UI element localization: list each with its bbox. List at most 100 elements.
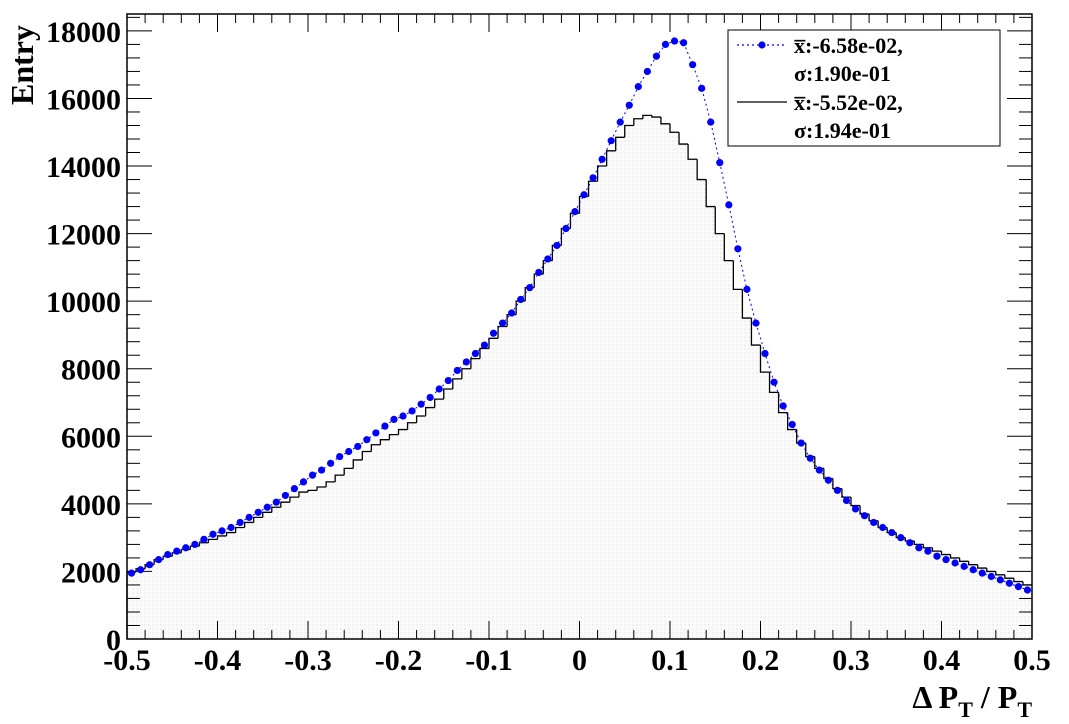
series-1-point <box>299 478 308 486</box>
series-1-point <box>553 241 561 250</box>
series-2-bin <box>479 347 489 359</box>
series-1-point <box>589 174 597 182</box>
series-1-point <box>164 550 172 559</box>
series-2-bin <box>687 144 698 160</box>
series-1-point <box>679 39 688 47</box>
x-axis-title-sub: T <box>958 697 973 722</box>
series-1-point <box>173 547 181 555</box>
series-2-bin <box>714 206 725 235</box>
series-1-point <box>336 452 344 461</box>
series-1-point <box>544 255 552 263</box>
series-1-point <box>788 420 796 429</box>
series-2-bin <box>615 136 625 151</box>
series-2-bin <box>669 123 680 133</box>
series-1-point <box>1014 583 1023 591</box>
series-1-point <box>969 566 977 574</box>
series-1-point <box>471 349 480 358</box>
legend-label-series-1-sigma: σ:1.90e-01 <box>794 61 891 86</box>
series-1-point <box>625 101 633 109</box>
series-1-point <box>951 559 959 567</box>
series-1-point <box>381 422 389 430</box>
series-1-point <box>806 454 814 462</box>
series-2-bin <box>977 564 987 569</box>
series-1-point <box>670 37 679 45</box>
series-2-bin <box>497 325 508 339</box>
series-2-bin <box>198 542 209 547</box>
series-1-point <box>906 539 914 547</box>
series-1-point <box>571 208 579 216</box>
series-1-point <box>417 400 425 408</box>
series-2-bin <box>777 392 788 414</box>
series-1-point <box>1005 579 1013 587</box>
series-1-point <box>218 527 226 535</box>
y-tick-label: 0 <box>106 624 121 657</box>
series-2-bin <box>1022 581 1032 586</box>
legend-box <box>727 29 1001 147</box>
series-2-bin <box>741 289 752 319</box>
series-2-bin <box>316 486 327 491</box>
series-2-bin <box>678 132 689 145</box>
series-2-bin <box>361 450 372 460</box>
series-2-bin <box>723 233 734 262</box>
series-2-bin <box>633 118 643 126</box>
series-2-bin <box>986 568 996 573</box>
x-tick-label: -0.3 <box>284 644 332 677</box>
legend: x̅:-6.58e-02, σ:1.90e-01 x̅:-5.52e-02, σ… <box>727 29 1001 147</box>
series-2-bin <box>415 415 426 423</box>
x-tick-label: -0.5 <box>103 644 151 677</box>
series-2-bin <box>207 538 218 543</box>
series-1-point <box>797 439 805 447</box>
series-2-bin <box>225 531 236 536</box>
series-2-bin <box>434 398 444 408</box>
series-2-bin <box>425 406 435 417</box>
y-tick-label: 14000 <box>46 151 121 184</box>
series-1-point <box>851 505 860 513</box>
series-2-bin <box>732 260 743 290</box>
x-tick-label: 0.5 <box>1013 644 1051 677</box>
series-1-point <box>236 518 244 527</box>
histogram-fill-series-2 <box>127 115 1032 640</box>
series-1-point <box>833 486 842 494</box>
y-axis-title: Entry <box>4 25 40 105</box>
series-1-point <box>824 476 832 484</box>
series-1-point <box>634 83 642 91</box>
series-2-bin <box>995 571 1005 576</box>
series-2-bin <box>325 481 336 487</box>
series-2-bin <box>452 378 462 389</box>
series-1-point <box>227 523 235 532</box>
series-2-bin <box>850 497 861 507</box>
series-1-point <box>200 535 208 543</box>
series-2-bin <box>624 124 634 138</box>
series-2-bin <box>805 443 815 458</box>
series-2-bin <box>913 541 924 546</box>
series-1-point <box>535 268 543 277</box>
series-1-point <box>390 415 398 424</box>
x-axis-title-sub2: T <box>1017 697 1032 722</box>
series-1-point <box>272 498 280 506</box>
series-2-bin <box>931 547 942 552</box>
series-1-point <box>146 561 154 569</box>
series-1-point <box>498 319 507 327</box>
series-1-point <box>263 503 271 511</box>
series-1-point <box>716 159 724 167</box>
histogram-fill-layer <box>127 115 1032 640</box>
series-2-bin <box>642 114 652 119</box>
y-tick-label: 8000 <box>61 354 121 387</box>
series-1-point <box>897 534 905 542</box>
series-2-bin <box>334 474 345 482</box>
series-2-bin <box>660 117 670 125</box>
series-1-point <box>580 191 588 199</box>
series-1-point <box>616 118 624 126</box>
y-tick-label: 6000 <box>61 421 121 454</box>
series-1-point <box>363 436 371 444</box>
x-tick-label: 0 <box>572 644 587 677</box>
series-1-point <box>888 528 896 537</box>
series-2-bin <box>651 115 661 118</box>
series-2-bin <box>307 489 318 493</box>
series-1-point <box>426 393 434 402</box>
series-1-point <box>480 341 489 349</box>
series-2-bin <box>216 535 227 540</box>
series-1-point <box>652 52 661 60</box>
x-axis-title: Δ PT / PT <box>912 679 1032 722</box>
